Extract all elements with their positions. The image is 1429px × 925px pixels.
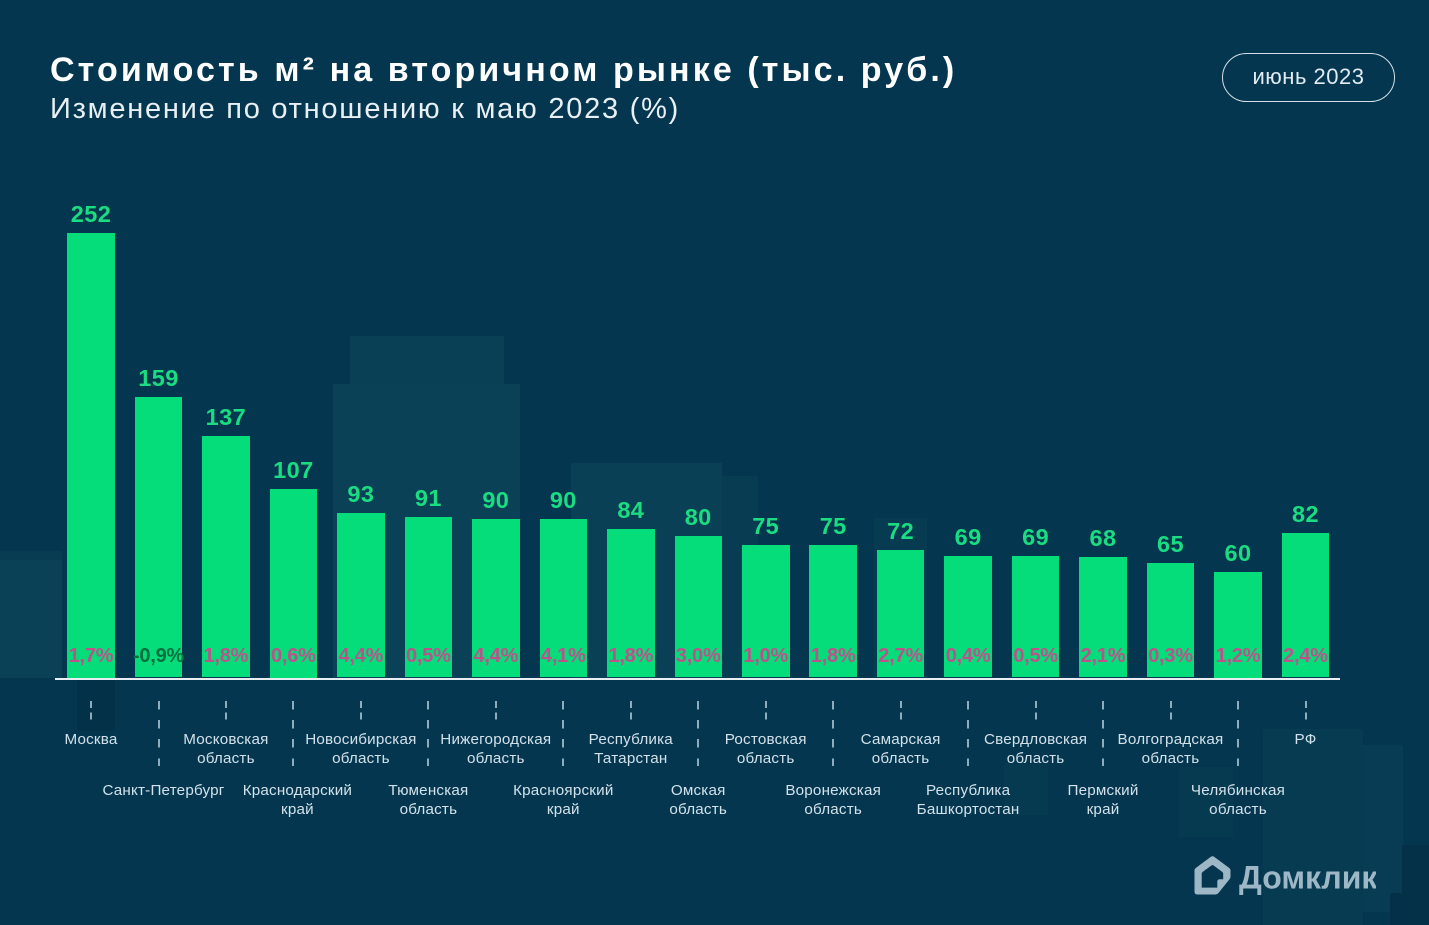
svg-text:Домклик: Домклик [1239,860,1376,896]
